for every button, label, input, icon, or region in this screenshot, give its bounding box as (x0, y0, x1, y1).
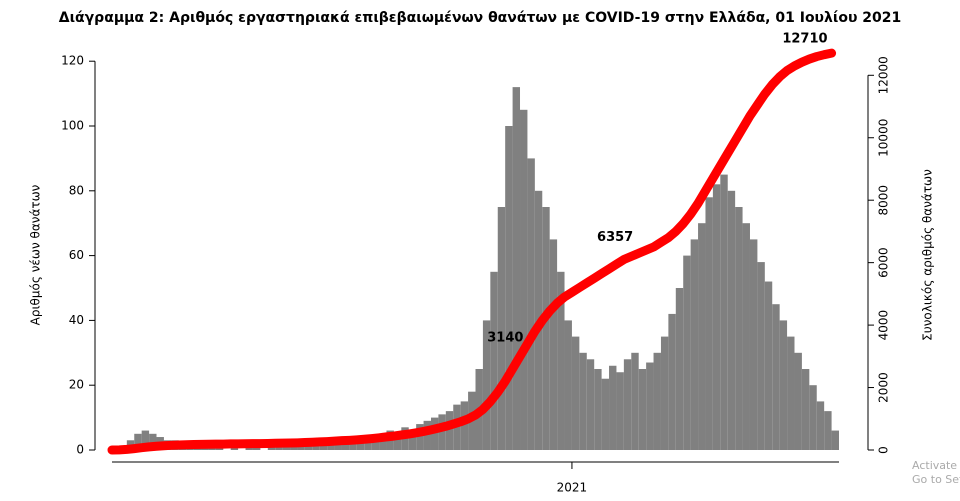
y-tick-label: 60 (69, 248, 84, 262)
bar (690, 239, 699, 450)
bar (445, 411, 454, 450)
y2-tick-label: 10000 (877, 119, 891, 157)
bar (557, 271, 565, 450)
bar (423, 420, 431, 450)
y-tick-label: 80 (69, 183, 84, 197)
bar (579, 352, 587, 450)
bar (460, 401, 469, 450)
bar (727, 190, 736, 451)
y2-axis-label: Συνολικός αριθμός θανάτων (921, 169, 935, 341)
bar (490, 271, 498, 450)
bar (586, 359, 595, 450)
y-tick-label: 120 (61, 54, 84, 68)
bar (505, 126, 513, 450)
bar (683, 255, 691, 450)
bar (364, 437, 372, 450)
bar (801, 369, 810, 450)
y-tick-label: 20 (69, 378, 84, 392)
watermark: Go to Settin (912, 473, 960, 486)
bar (631, 352, 639, 450)
bar (149, 433, 157, 450)
bar (356, 440, 365, 450)
bar (609, 365, 617, 450)
bar (542, 207, 550, 450)
bar (379, 433, 387, 450)
bar (312, 443, 320, 450)
y2-tick-label: 12000 (877, 56, 891, 94)
bar (757, 262, 765, 450)
y2-tick-label: 8000 (877, 185, 891, 216)
bar (408, 430, 417, 450)
bar (623, 359, 632, 450)
annotation: 3140 (487, 330, 523, 345)
bar (134, 433, 142, 450)
bar (327, 443, 335, 450)
y-tick-label: 0 (76, 443, 84, 457)
y-axis-label: Αριθμός νέων θανάτων (29, 184, 43, 325)
bar (282, 446, 291, 450)
bar (497, 207, 506, 450)
bar (764, 281, 773, 450)
bar (512, 87, 521, 451)
y2-tick-label: 6000 (877, 247, 891, 278)
bar (290, 446, 298, 450)
bar (430, 417, 439, 450)
bar (638, 369, 647, 450)
annotation: 12710 (782, 32, 827, 47)
bar (571, 336, 580, 450)
bar (720, 174, 728, 450)
bar (660, 336, 669, 450)
bar (275, 446, 283, 450)
y2-tick-label: 0 (877, 446, 891, 454)
bar (705, 197, 713, 450)
bar (712, 184, 721, 450)
bar (816, 401, 825, 450)
bar (831, 430, 839, 450)
cumulative-line (107, 48, 837, 455)
chart-title: Διάγραμμα 2: Αριθμός εργαστηριακά επιβεβ… (59, 10, 902, 26)
bar (349, 443, 357, 450)
bar (520, 109, 528, 451)
bar (141, 430, 150, 450)
y2-tick-label: 4000 (877, 310, 891, 341)
bar (393, 433, 402, 450)
bar (601, 378, 610, 450)
bar (675, 288, 684, 450)
bar (824, 411, 832, 450)
bar (245, 446, 253, 450)
bar (616, 372, 624, 450)
bar (594, 369, 602, 450)
bar (564, 320, 572, 450)
x-tick-label: 2021 (557, 481, 588, 495)
annotation: 6357 (597, 230, 633, 245)
bar (787, 336, 795, 450)
bar (549, 239, 558, 450)
bar (772, 304, 780, 450)
bar (646, 362, 654, 450)
bar (252, 446, 261, 450)
y-tick-label: 100 (61, 119, 84, 133)
watermark: Activate (912, 459, 957, 472)
bar (809, 385, 817, 450)
bar (319, 443, 328, 450)
bar (794, 352, 802, 450)
y-tick-label: 40 (69, 313, 84, 327)
bar (779, 320, 788, 450)
bar (749, 239, 758, 450)
bar (416, 424, 424, 450)
bar (297, 446, 305, 450)
bar (482, 320, 491, 450)
y2-tick-label: 2000 (877, 372, 891, 403)
bar (527, 158, 535, 450)
bar (438, 414, 446, 450)
bar (735, 207, 743, 450)
bar (698, 223, 706, 450)
bar (267, 446, 276, 450)
bar (341, 440, 350, 450)
bar (653, 352, 661, 450)
bar (668, 313, 676, 450)
bar (742, 223, 750, 450)
bar (371, 437, 380, 450)
